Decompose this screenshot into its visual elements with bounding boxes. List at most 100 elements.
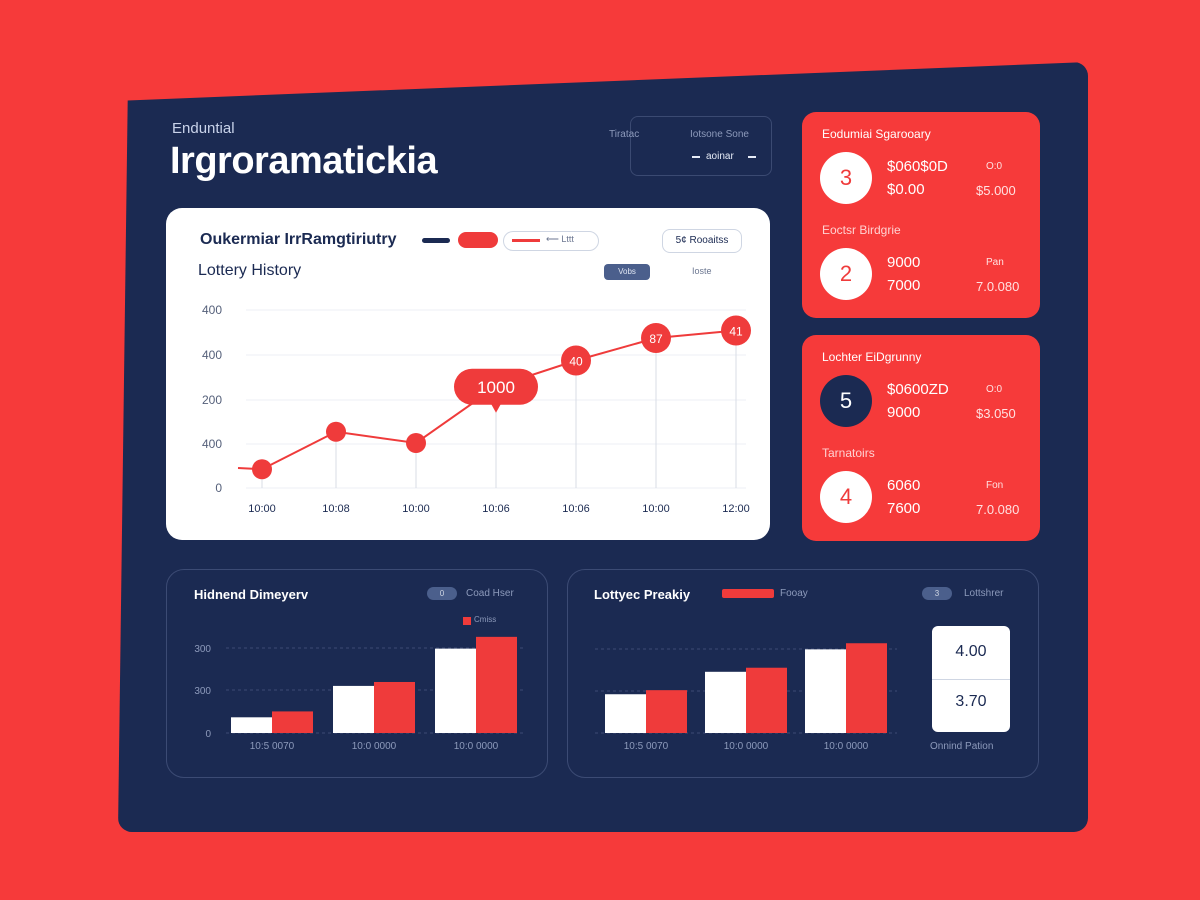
- legend-line-swatch: [512, 239, 540, 242]
- x-tick-label: 10:0 0000: [454, 741, 499, 752]
- bar-card-right-title: Lottyec Preakiy: [594, 587, 691, 602]
- bar: [231, 717, 272, 733]
- x-tick-label: 10:06: [562, 503, 590, 515]
- bar: [374, 681, 415, 733]
- x-tick-label: 10:00: [248, 503, 276, 515]
- summary-value: 7000: [887, 277, 921, 294]
- bar: [805, 649, 846, 733]
- data-label: 40: [569, 355, 583, 369]
- y-tick-label: 200: [202, 393, 222, 407]
- summary-value: $0.00: [887, 181, 925, 198]
- x-tick-label: 10:00: [642, 503, 670, 515]
- summary-value: 9000: [887, 254, 921, 271]
- summary-card-title: Lochter EiDgrunny: [822, 350, 922, 364]
- bar-right-toggle[interactable]: 3: [922, 587, 952, 600]
- summary-card-title: Eodumiai Sgarooary: [822, 127, 931, 141]
- dash-icon: [692, 156, 700, 158]
- y-tick-label: 400: [202, 303, 222, 317]
- data-point: [326, 421, 346, 442]
- number-badge: 5: [820, 375, 872, 427]
- x-tick-label: 10:0 0000: [824, 741, 869, 752]
- summary-label: Pan: [986, 257, 1004, 268]
- bar-left-toggle-label: Coad Hser: [466, 588, 514, 599]
- header-right-label[interactable]: Iotsone Sone: [690, 129, 749, 140]
- bar: [435, 648, 476, 733]
- data-point: [252, 459, 272, 480]
- x-tick-label: 10:06: [482, 503, 510, 515]
- header-left-label[interactable]: Tiratac: [609, 129, 640, 140]
- legend-pill-label: ⟵ Lttt: [546, 234, 574, 244]
- line-chart-title: Lottery History: [198, 262, 302, 279]
- data-point: [406, 433, 426, 453]
- x-tick-label: 10:00: [402, 503, 430, 515]
- legend-navy-swatch: [422, 238, 450, 243]
- stat-divider: [932, 679, 1010, 680]
- y-tick-label: 400: [202, 437, 222, 451]
- summary-amount: $5.000: [976, 183, 1016, 198]
- summary-amount: $3.050: [976, 406, 1016, 421]
- legend-swatch: [463, 617, 471, 625]
- bar: [605, 694, 646, 733]
- summary-amount: 7.0.080: [976, 279, 1020, 294]
- bar-right-toggle-label: Lottshrer: [964, 588, 1004, 599]
- summary-value: 7600: [887, 500, 921, 517]
- summary-amount: 7.0.080: [976, 502, 1020, 517]
- header-subtitle: Enduntial: [172, 120, 235, 137]
- data-point: [561, 345, 591, 376]
- bar: [746, 667, 787, 733]
- summary-card-section: Eoctsr Birdgrie: [822, 223, 901, 237]
- view-toggle[interactable]: Vobs: [604, 264, 650, 280]
- bar: [846, 643, 887, 733]
- data-callout: [454, 368, 538, 405]
- page-title: Irgroramatickia: [170, 140, 438, 182]
- y-tick-label: 400: [202, 348, 222, 362]
- dash-icon: [748, 156, 756, 158]
- legend-red-swatch[interactable]: [458, 232, 498, 248]
- y-tick-label: 0: [205, 729, 211, 740]
- number-badge: 3: [820, 152, 872, 204]
- bar: [705, 671, 746, 733]
- results-button[interactable]: 5¢ Rooaitss: [662, 229, 742, 253]
- bar-left-legend: Cmiss: [474, 615, 497, 624]
- bar-card-right: [567, 569, 1039, 778]
- summary-value: 6060: [887, 477, 921, 494]
- summary-value: $0600ZD: [887, 381, 949, 398]
- bar-card-left-title: Hidnend Dimeyerv: [194, 587, 309, 602]
- bar-right-legend: Fooay: [780, 588, 808, 599]
- x-tick-label: 10:5 0070: [624, 741, 669, 752]
- data-label: 41: [729, 325, 743, 339]
- x-tick-label: 10:0 0000: [724, 741, 769, 752]
- bar-card-left: [166, 569, 548, 778]
- y-tick-label: 300: [194, 686, 211, 697]
- x-tick-label: 12:00: [722, 503, 750, 515]
- summary-card-section: Tarnatoirs: [822, 446, 875, 460]
- bar: [646, 690, 687, 733]
- bar-left-toggle[interactable]: 0: [427, 587, 457, 600]
- line-chart: 0 400 200 400 400 10:00 10:08 10:00 10:06 10:06 10…: [202, 303, 751, 515]
- summary-label: O:0: [986, 161, 1003, 172]
- line-card-title: Oukermiar IrrRamgtiriutry: [200, 231, 397, 248]
- bar-chart-right: 10:5 0070 10:0 0000 10:0 0000: [595, 643, 897, 752]
- header-active-option[interactable]: aoinar: [706, 151, 734, 162]
- header-control-box: [630, 116, 772, 176]
- summary-value: 9000: [887, 404, 921, 421]
- number-badge: 4: [820, 471, 872, 523]
- stat-top-value: 4.00: [955, 643, 987, 660]
- summary-label: Fon: [986, 480, 1004, 491]
- summary-label: O:0: [986, 384, 1003, 395]
- x-tick-label: 10:5 0070: [250, 741, 295, 752]
- view-toggle-label: Ioste: [692, 266, 712, 276]
- bar: [272, 711, 313, 733]
- summary-value: $060$0D: [887, 158, 948, 175]
- legend-swatch: [722, 589, 774, 598]
- data-label: 87: [649, 332, 663, 346]
- y-tick-label: 0: [215, 481, 222, 495]
- bar: [333, 685, 374, 733]
- stat-label: Onnind Pation: [930, 741, 994, 752]
- x-tick-label: 10:08: [322, 503, 350, 515]
- bar-chart-left: 0 300 300 10:5 0070 10:0 0000 10:0 0000: [194, 636, 526, 752]
- y-tick-label: 300: [194, 644, 211, 655]
- callout-pointer: [491, 403, 501, 413]
- data-label: 1000: [477, 378, 515, 397]
- legend-pill[interactable]: [503, 231, 599, 251]
